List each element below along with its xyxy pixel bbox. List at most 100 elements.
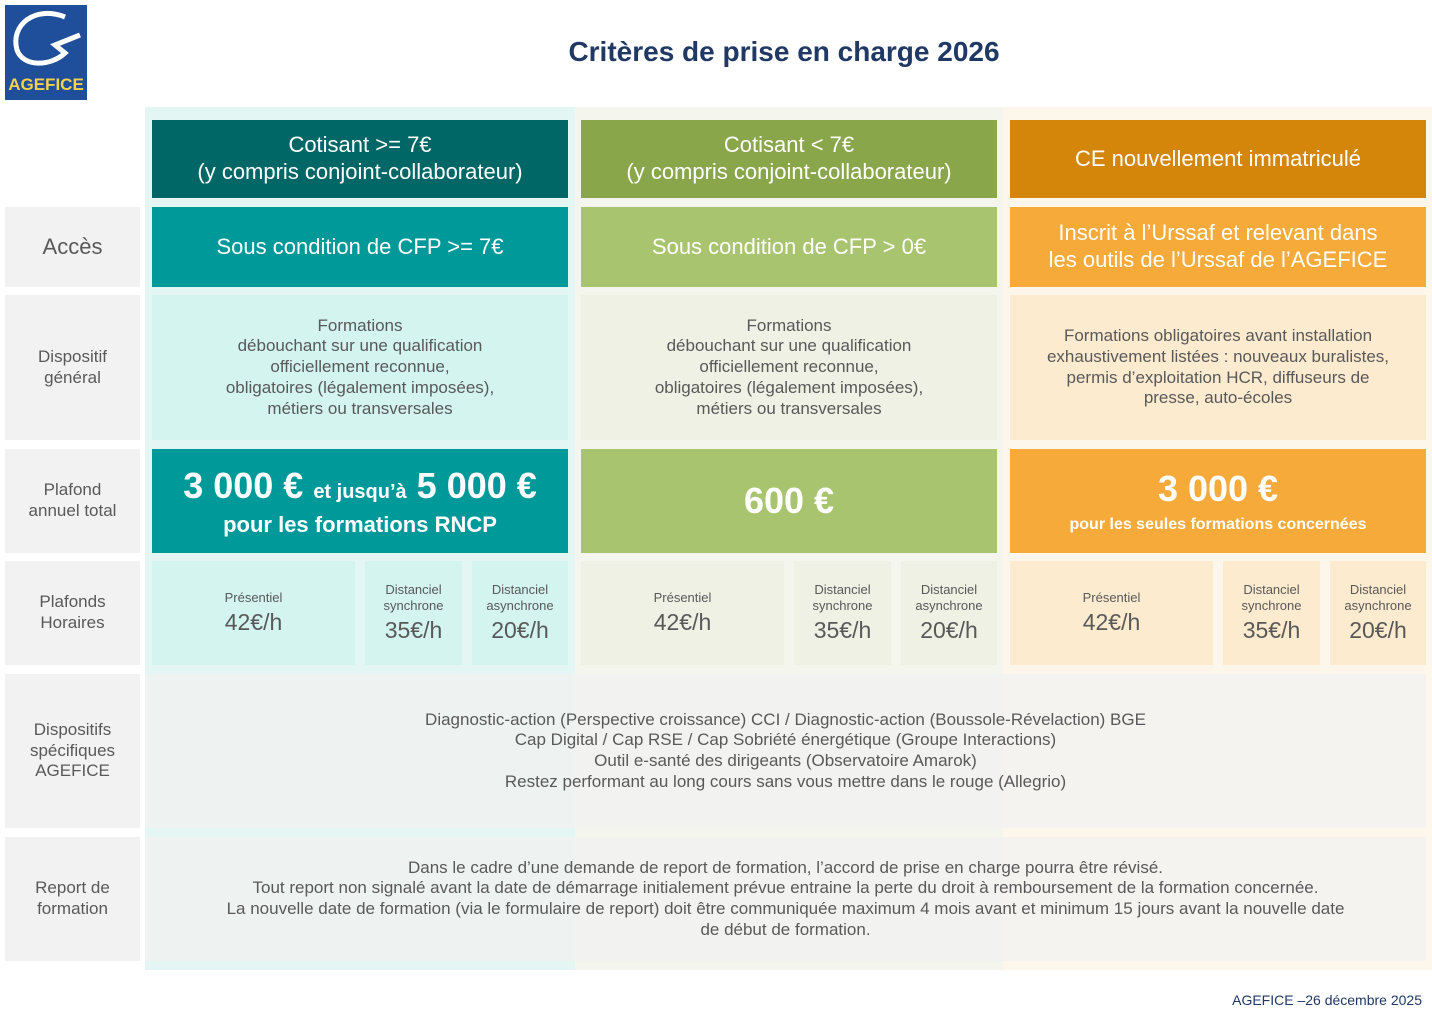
text-line: Distanciel [1349, 582, 1407, 598]
text-line: Cap Digital / Cap RSE / Cap Sobriété éne… [514, 730, 1057, 750]
text-line: presse, auto-écoles [1143, 388, 1293, 408]
text-line: Présentiel [1082, 590, 1141, 606]
text-line: de début de formation. [700, 919, 871, 939]
text-line: Distanciel [1243, 582, 1300, 598]
text-line: débouchant sur une qualification [666, 336, 912, 356]
text-line: Sous condition de CFP >= 7€ [216, 233, 504, 259]
text-line: La nouvelle date de formation (via le fo… [226, 899, 1345, 918]
hourly-rate: 20€/h [1349, 616, 1407, 643]
text-line: Plafond [43, 480, 102, 500]
hourly-rate: 35€/h [1242, 616, 1301, 643]
text-line: Diagnostic-action (Perspective croissanc… [425, 709, 1146, 729]
plafond-cell: 3 000 € et jusqu’à 5 000 € pour les formati… [152, 449, 568, 553]
hourly-cell: Présentiel 42€/h [581, 561, 784, 665]
row-label: Accès [5, 207, 140, 287]
row-label: Plafond annuel total [5, 449, 140, 553]
text-line: officiellement reconnue, [699, 357, 879, 377]
text-line: Dans le cadre d’une demande de report de… [407, 857, 1164, 877]
text-line: Distanciel [814, 582, 871, 598]
text-line: Dispositifs [33, 719, 112, 739]
row-label: Report de formation [5, 837, 140, 961]
text-line: Inscrit à l’Urssaf et relevant dans [1058, 220, 1378, 246]
report-cell: Dans le cadre d’une demande de report de… [145, 837, 1426, 961]
text-line: Restez performant au long cours sans vou… [504, 771, 1067, 791]
plafond-cell: 600 € [581, 449, 997, 553]
plafond-amount-max: 5 000 € [416, 464, 537, 506]
hourly-rate: 20€/h [491, 616, 549, 643]
hourly-rate: 42€/h [653, 608, 712, 635]
text-line: Distanciel [491, 582, 549, 598]
access-cell: Inscrit à l’Urssaf et relevant dans les o… [1010, 207, 1426, 287]
text-line: Accès [42, 233, 103, 259]
row-label: Plafonds Horaires [5, 561, 140, 665]
text-line: les outils de l’Urssaf de l’AGEFICE [1048, 247, 1388, 272]
hourly-rate: 20€/h [920, 616, 978, 643]
plafond-amount: 3 000 € [1157, 468, 1279, 510]
hourly-cell: Distanciel asynchrone 20€/h [1330, 561, 1426, 665]
text-line: spécifiques [29, 740, 116, 760]
text-line: synchrone [383, 597, 444, 613]
plafond-amount-line: 3 000 € et jusqu’à 5 000 € [183, 464, 537, 508]
text-line: synchrone [812, 597, 873, 613]
plafond-amount: 3 000 € [183, 464, 304, 506]
text-line: Distanciel [385, 582, 442, 598]
plafond-amount-line: 600 € [744, 479, 834, 523]
text-line: asynchrone [915, 597, 983, 613]
column-header: Cotisant >= 7€ (y compris conjoint-collab… [152, 120, 568, 198]
text-line: exhaustivement listées : nouveaux burali… [1046, 346, 1390, 366]
text-line: Distanciel [920, 582, 978, 598]
text-line: Sous condition de CFP > 0€ [651, 233, 927, 259]
text-line: formation [37, 899, 108, 918]
row-label: Dispositif général [5, 295, 140, 440]
text-line: obligatoires (légalement imposées), [225, 377, 495, 397]
text-line: Plafonds [39, 592, 106, 612]
text-line: Dispositif [38, 346, 107, 366]
hourly-cell: Présentiel 42€/h [152, 561, 355, 665]
access-cell: Sous condition de CFP >= 7€ [152, 207, 568, 287]
plafond-cell: 3 000 € pour les seules formations concer… [1010, 449, 1426, 553]
text-line: Outil e-santé des dirigeants (Observatoi… [594, 751, 977, 770]
hourly-rate: 42€/h [224, 608, 283, 635]
specifiques-cell: Diagnostic-action (Perspective croissanc… [145, 674, 1426, 828]
hourly-rate: 42€/h [1082, 608, 1141, 635]
text-line: (y compris conjoint-collaborateur) [626, 159, 952, 184]
text-line: asynchrone [486, 597, 554, 613]
hourly-rate: 35€/h [384, 616, 443, 643]
hourly-cell: Distanciel asynchrone 20€/h [901, 561, 997, 665]
access-cell: Sous condition de CFP > 0€ [581, 207, 997, 287]
text-line: synchrone [1241, 597, 1302, 613]
logo-text: AGEFICE [8, 75, 84, 94]
dispositif-cell: Formations débouchant sur une qualificati… [152, 295, 568, 440]
hourly-cell: Distanciel asynchrone 20€/h [472, 561, 568, 665]
hourly-rate: 35€/h [813, 616, 872, 643]
column-header: CE nouvellement immatriculé [1010, 120, 1426, 198]
dispositif-cell: Formations débouchant sur une qualificati… [581, 295, 997, 440]
text-line: AGEFICE [35, 761, 110, 781]
text-line: Tout report non signalé avant la date de… [252, 878, 1319, 898]
column-header: Cotisant < 7€ (y compris conjoint-collabo… [581, 120, 997, 198]
text-line: CE nouvellement immatriculé [1074, 145, 1362, 171]
text-line: Présentiel [653, 590, 712, 606]
plafond-note: pour les seules formations concernées [1069, 516, 1367, 534]
text-line: général [44, 367, 101, 387]
text-line: métiers ou transversales [696, 398, 882, 418]
text-line: annuel total [28, 501, 117, 520]
text-line: Cotisant >= 7€ [288, 132, 432, 158]
text-line: débouchant sur une qualification [237, 336, 483, 356]
logo: AGEFICE [5, 5, 87, 100]
hourly-cell: Distanciel synchrone 35€/h [1223, 561, 1320, 665]
footer: AGEFICE –26 décembre 2025 [1232, 992, 1422, 1009]
text-line: Formations obligatoires avant installati… [1063, 326, 1373, 346]
text-line: Formations [746, 315, 832, 335]
text-line: Présentiel [224, 590, 283, 606]
plafond-connector: et jusqu’à [313, 480, 407, 503]
plafond-amount: 600 € [743, 480, 835, 522]
hourly-cell: Présentiel 42€/h [1010, 561, 1213, 665]
text-line: métiers ou transversales [267, 398, 453, 418]
dispositif-cell: Formations obligatoires avant installati… [1010, 295, 1426, 440]
title: Critères de prise en charge 2026 [568, 35, 1000, 67]
row-label: Dispositifs spécifiques AGEFICE [5, 674, 140, 828]
text-line: Report de [35, 878, 110, 898]
text-line: (y compris conjoint-collaborateur) [197, 159, 523, 184]
